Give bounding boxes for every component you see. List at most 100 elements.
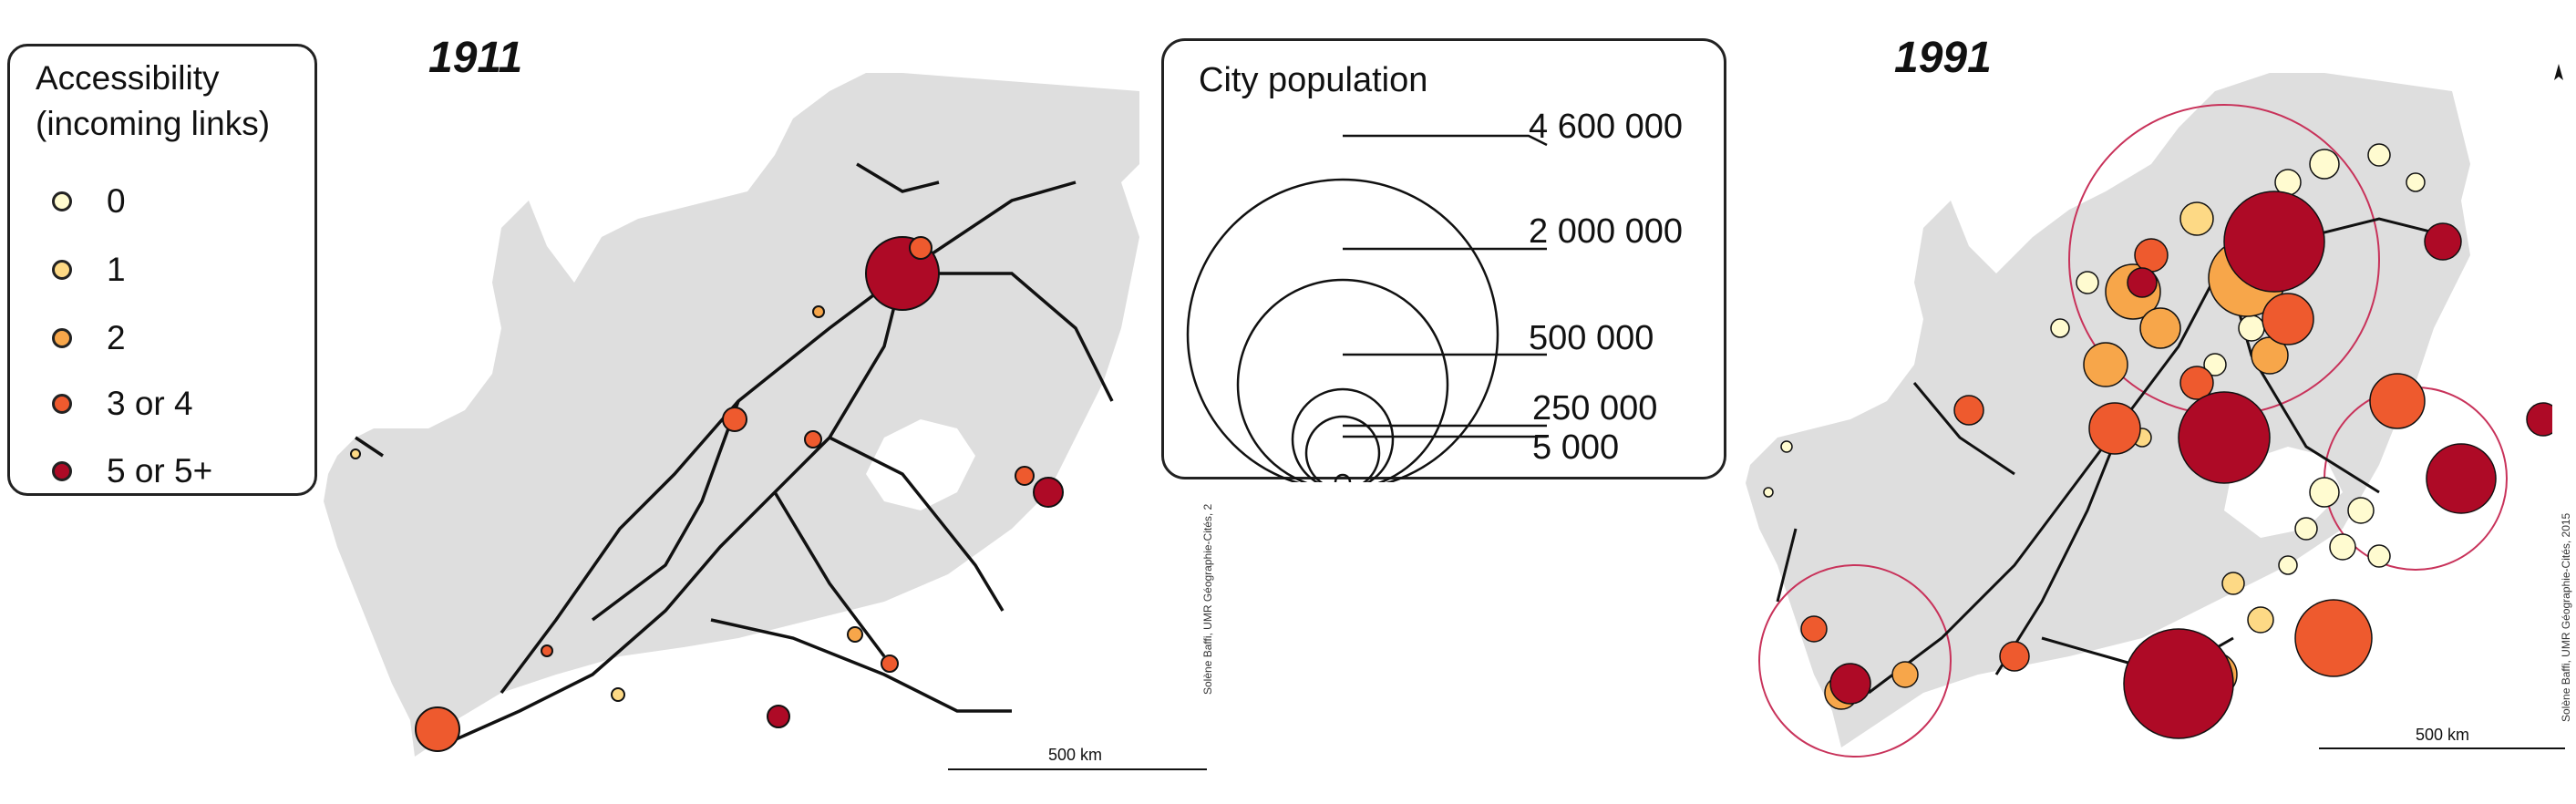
pop-label-4600000: 4 600 000 (1529, 108, 1684, 146)
map-right-city-y15 (1780, 440, 1793, 453)
map-right-city-o7 (1999, 641, 2030, 672)
map-right-city-y16 (1763, 487, 1774, 498)
pop-circle-5000 (1334, 473, 1352, 482)
map-right-city-r6 (2526, 402, 2552, 437)
map-left-1911 (324, 73, 1139, 757)
map-left-city-pretoria (909, 236, 933, 260)
map-right-city-l5 (2247, 606, 2274, 634)
legend-label-0: 0 (107, 182, 126, 220)
map-right-city-y2 (2309, 149, 2340, 180)
map-right-city-r1 (2223, 191, 2325, 293)
map-right-city-r7 (2424, 222, 2462, 261)
map-right-city-y3 (2367, 143, 2391, 167)
legend-item-1: 1 (52, 251, 126, 288)
map-right-city-o4 (2294, 599, 2373, 677)
map-left-city-bloemfontein (722, 407, 747, 432)
pop-circle-2000000 (1236, 278, 1449, 482)
legend-label-3: 3 or 4 (107, 385, 193, 422)
map-right-city-o5 (1953, 395, 1984, 426)
map-right-city-r8 (2127, 267, 2158, 298)
map-left-year: 1911 (428, 34, 523, 82)
map-right-city-y9 (2294, 517, 2318, 541)
pop-circle-500000 (1291, 387, 1395, 482)
map-right-cities-red (1829, 191, 2552, 739)
map-right-city-y7 (2309, 477, 2340, 508)
map-left-city-eastlondon (881, 655, 899, 673)
population-legend-title: City population (1199, 61, 1428, 99)
map-right-city-o1 (2262, 293, 2314, 345)
accessibility-legend: Accessibility (incoming links) 0 1 2 3 o… (7, 44, 317, 496)
pop-circle-4600000 (1186, 178, 1499, 482)
map-right-city-m8 (1891, 661, 1919, 688)
pop-label-5000: 5 000 (1532, 428, 1620, 467)
map-right-city-l1 (2179, 201, 2214, 236)
legend-swatch-3 (52, 394, 72, 414)
map-left-city-small-c (812, 305, 825, 318)
map-left-city-small-b (541, 644, 553, 657)
map-right-city-r3 (2426, 443, 2497, 514)
map-left-city-kroonstad (804, 430, 822, 448)
map-right-scale-label: 500 km (2416, 726, 2470, 744)
legend-title-line1: Accessibility (36, 59, 220, 97)
legend-label-4: 5 or 5+ (107, 452, 213, 490)
map-right-city-o2 (2369, 373, 2426, 429)
map-right-city-y14 (2238, 314, 2265, 342)
map-left-scale-bar (948, 768, 1207, 770)
map-right-city-o3 (2088, 402, 2141, 455)
map-right-city-y8 (2347, 497, 2375, 524)
legend-swatch-2 (52, 328, 72, 348)
map-right-ring-capetown (1758, 564, 1952, 758)
population-legend-circles (1186, 134, 1548, 482)
pop-label-2000000: 2 000 000 (1529, 212, 1684, 251)
map-right-city-o6 (1800, 615, 1828, 643)
legend-item-2: 2 (52, 319, 126, 356)
map-right-city-o9 (2179, 366, 2214, 400)
map-right-city-y11 (2367, 544, 2391, 568)
map-right-city-m3 (2139, 307, 2181, 349)
pop-leader-4600000 (1343, 134, 1548, 147)
map-right-city-m4 (2083, 342, 2128, 387)
map-right-city-r2 (2178, 391, 2271, 484)
map-right-city-y5 (2076, 271, 2099, 294)
map-right-city-o8 (2134, 238, 2169, 273)
north-arrow-icon (2554, 64, 2563, 80)
map-left-city-elizabeth (767, 705, 790, 728)
legend-item-3: 3 or 4 (52, 385, 193, 422)
legend-swatch-4 (52, 461, 72, 481)
map-left-city-small-e (611, 687, 625, 702)
map-right-cities-orange (1800, 238, 2426, 677)
map-right-city-l4 (2221, 572, 2245, 595)
map-right-city-r5 (1829, 663, 1871, 705)
map-left-city-capetown (415, 706, 460, 752)
map-right-city-y10 (2329, 533, 2356, 561)
pop-label-250000: 250 000 (1532, 389, 1658, 428)
population-legend: City population 4 600 000 2 000 000 500 … (1161, 38, 1726, 482)
pop-label-500000: 500 000 (1529, 319, 1654, 357)
map-right-city-y4 (2406, 172, 2426, 192)
legend-swatch-0 (52, 191, 72, 211)
map-left-lesotho (866, 419, 975, 510)
map-right-city-y13 (2203, 353, 2227, 376)
legend-title: Accessibility (incoming links) (36, 56, 309, 147)
map-left-city-durban (1033, 477, 1064, 508)
legend-item-0: 0 (52, 182, 126, 220)
map-left-city-pmb (1015, 466, 1035, 486)
map-left-scale-label: 500 km (1048, 746, 1103, 764)
legend-label-2: 2 (107, 319, 126, 356)
map-right-cities-yellow (1763, 143, 2426, 575)
map-left-railways (355, 162, 1114, 749)
pop-circle-250000 (1304, 415, 1381, 482)
legend-title-line2: (incoming links) (36, 105, 271, 142)
legend-swatch-1 (52, 260, 72, 280)
legend-label-1: 1 (107, 251, 126, 288)
map-right-1991 (1746, 73, 2552, 758)
map-right-city-r4 (2123, 628, 2234, 739)
legend-item-4: 5 or 5+ (52, 452, 213, 490)
map-left-credit: Solène Baffi, UMR Géographie-Cités, 2 (1201, 503, 1214, 695)
map-left-city-small-a (847, 626, 863, 643)
map-right-city-y12 (2278, 555, 2298, 575)
map-right-scale-bar (2319, 747, 2565, 749)
map-left-city-small-d (350, 448, 361, 459)
map-right-credit: Solène Baffi, UMR Géographie-Cités, 2015 (2560, 512, 2572, 722)
map-right-city-y6 (2050, 318, 2070, 338)
